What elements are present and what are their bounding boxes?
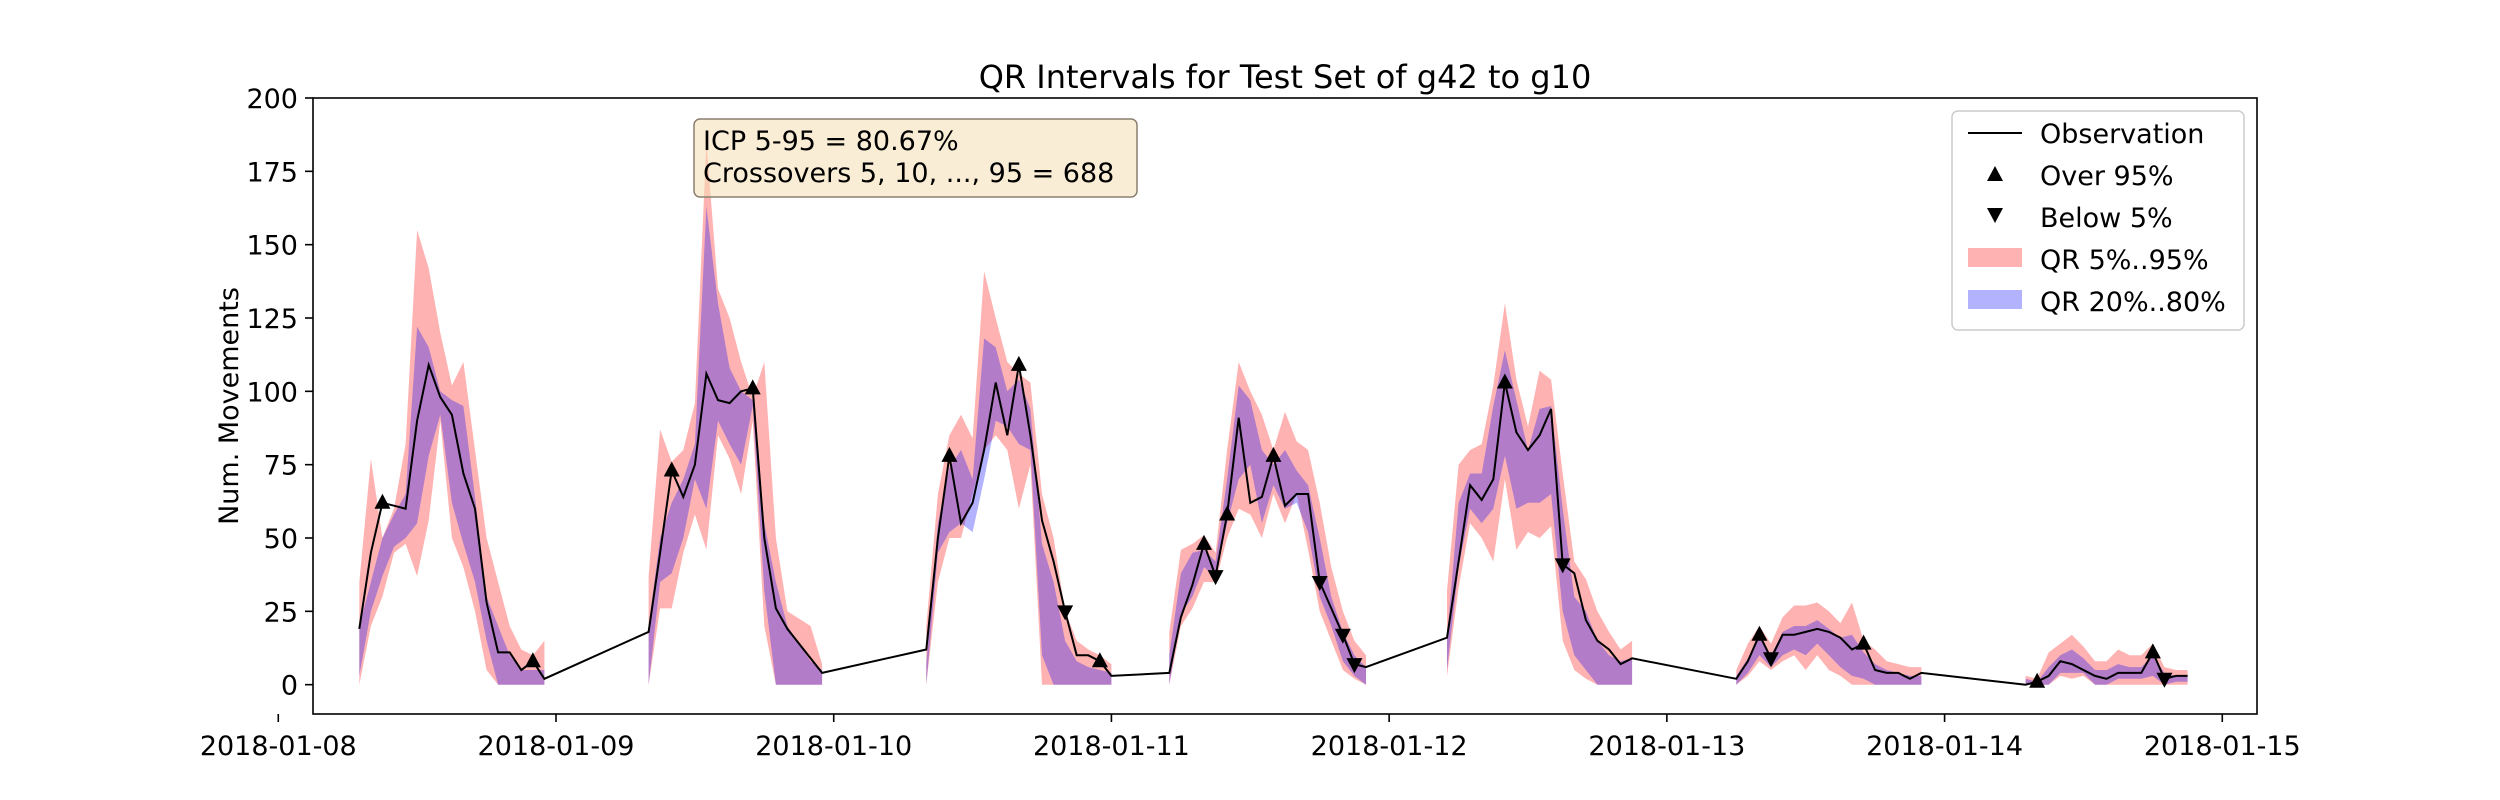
x-tick-label-2018-01-12: 2018-01-12: [1311, 731, 1468, 762]
y-tick-label-75: 75: [264, 451, 298, 482]
annotation-background: [693, 118, 1138, 198]
annotation-icp: ICP 5-95 = 80.67%: [703, 126, 959, 157]
below-5-marker-0: [1057, 605, 1074, 621]
plot-area: [312, 97, 2258, 715]
y-axis: 0 25 50 75 100 125 150 175 200: [246, 84, 313, 702]
legend-below-5-swatch: [1987, 208, 2003, 223]
over-95-marker-14: [2144, 643, 2161, 659]
legend-qr-20-80-swatch: [1968, 290, 2022, 309]
x-tick-label-2018-01-13: 2018-01-13: [1588, 731, 1745, 762]
x-tick-label-2018-01-09: 2018-01-09: [478, 731, 635, 762]
qr-5-95-band-4: [1447, 303, 1633, 685]
legend-qr-5-95-swatch: [1968, 248, 2022, 267]
marker-layer: [374, 355, 2173, 688]
qr-20-80-band-2: [926, 338, 1112, 685]
over-95-marker-6: [1091, 652, 1108, 668]
y-tick-label-100: 100: [246, 377, 298, 408]
x-tick-label-2018-01-14: 2018-01-14: [1866, 731, 2023, 762]
legend-qr-20-80-label: QR 20%..80%: [2040, 287, 2226, 318]
annotation-crossovers: Crossovers 5, 10, ..., 95 = 688: [703, 158, 1114, 189]
legend-frame: [1951, 110, 2245, 331]
over-95-marker-10: [1496, 373, 1513, 389]
qr-20-80-band-1: [648, 206, 823, 685]
below-5-marker-7: [2156, 672, 2173, 688]
x-tick-label-2018-01-10: 2018-01-10: [755, 731, 912, 762]
over-95-marker-9: [1265, 446, 1282, 462]
below-5-marker-3: [1334, 628, 1351, 644]
below-5-marker-4: [1346, 658, 1363, 674]
over-95-marker-7: [1196, 534, 1212, 550]
below-5-marker-2: [1311, 576, 1328, 591]
over-95-marker-2: [663, 461, 680, 477]
qr-5-95-band-1: [648, 142, 823, 685]
qr-5-95-band-2: [926, 271, 1112, 685]
legend: Observation Over 95% Below 5% QR 5%..95%…: [1951, 110, 2245, 331]
qr-20-80-band-4: [1447, 350, 1633, 685]
qr-5-95-band-6: [2025, 634, 2188, 685]
qr-20-80-band-6: [2025, 649, 2188, 685]
legend-over-95-swatch: [1987, 166, 2003, 181]
below-5-marker-6: [1763, 652, 1779, 668]
over-95-marker-12: [1855, 634, 1872, 650]
below-5-marker-1: [1207, 570, 1224, 586]
x-tick-label-2018-01-08: 2018-01-08: [200, 731, 357, 762]
y-tick-label-200: 200: [246, 84, 298, 115]
y-tick-label-175: 175: [246, 157, 298, 188]
over-95-marker-1: [524, 652, 541, 668]
x-tick-label-2018-01-15: 2018-01-15: [2144, 731, 2301, 762]
chart-title: QR Intervals for Test Set of g42 to g10: [979, 58, 1592, 96]
y-tick-label-25: 25: [264, 597, 298, 628]
y-tick-label-0: 0: [281, 671, 298, 702]
annotation-box: ICP 5-95 = 80.67% Crossovers 5, 10, ...,…: [693, 118, 1138, 198]
qr-5-95-band-3: [1169, 362, 1366, 685]
below-5-marker-5: [1554, 558, 1571, 574]
y-tick-label-150: 150: [246, 231, 298, 262]
legend-over-95-label: Over 95%: [2040, 161, 2174, 192]
plot-frame: [312, 97, 2258, 715]
qr-5-95-band-5: [1736, 602, 1922, 685]
over-95-marker-11: [1751, 625, 1768, 641]
legend-observation-label: Observation: [2040, 119, 2204, 150]
y-tick-label-125: 125: [246, 304, 298, 335]
over-95-marker-0: [374, 493, 391, 509]
over-95-marker-13: [2029, 672, 2046, 688]
over-95-marker-4: [941, 446, 958, 462]
legend-below-5-label: Below 5%: [2040, 203, 2173, 234]
qr-5-95-band-layer: [359, 142, 2188, 685]
qr-20-80-band-3: [1169, 385, 1366, 685]
y-tick-label-50: 50: [264, 524, 298, 555]
qr-5-95-band-0: [359, 230, 545, 685]
x-tick-label-2018-01-11: 2018-01-11: [1033, 731, 1190, 762]
legend-qr-5-95-label: QR 5%..95%: [2040, 245, 2209, 276]
over-95-marker-8: [1219, 505, 1236, 521]
over-95-marker-5: [1010, 355, 1027, 371]
over-95-marker-3: [744, 379, 761, 395]
x-axis: 2018-01-08 2018-01-09 2018-01-10 2018-01-11…: [200, 714, 2301, 762]
y-axis-label: Num. Movements: [214, 287, 245, 525]
